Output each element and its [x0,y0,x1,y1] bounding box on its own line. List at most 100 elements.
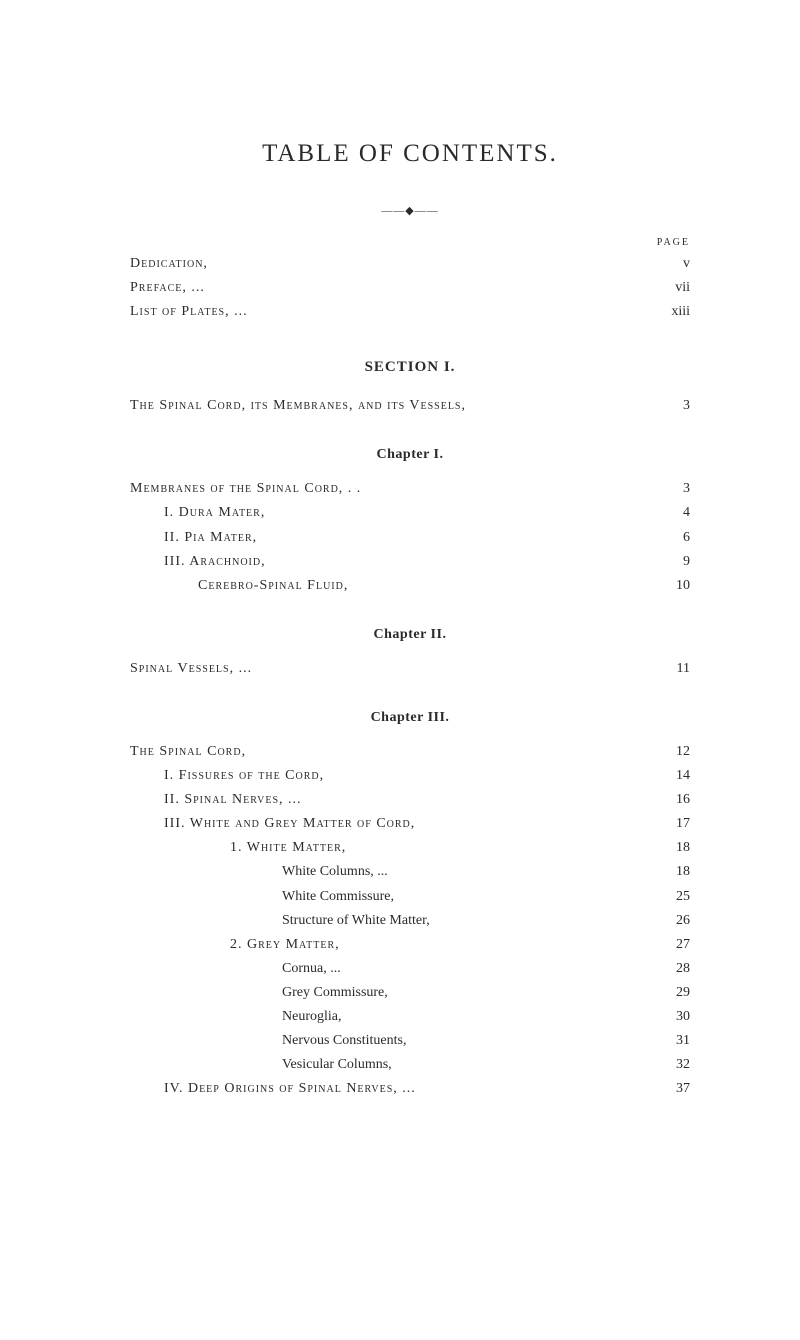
toc-entry-page: xiii [662,300,690,323]
front-matter-list: Dedication,vPreface, ...viiList of Plate… [130,252,690,323]
chapter-2-list: Spinal Vessels, ... 11 [130,657,690,680]
toc-entry: I. Dura Mater,4 [130,501,690,524]
toc-entry: Cerebro-Spinal Fluid, 10 [130,574,690,597]
toc-entry-label: 2. Grey Matter, [230,933,340,956]
toc-entry-label: Preface, ... [130,276,205,299]
toc-entry: IV. Deep Origins of Spinal Nerves, ... 37 [130,1077,690,1100]
page-column-label: PAGE [130,237,690,248]
divider-ornament: ——◆—— [130,204,690,217]
toc-entry: 2. Grey Matter, 27 [130,933,690,956]
toc-entry-page: 30 [662,1005,690,1028]
toc-entry: Preface, ... vii [130,276,690,299]
toc-entry-page: 4 [662,501,690,524]
toc-entry-label: Membranes of the Spinal Cord, . . [130,477,361,500]
toc-entry-label: Dedication, [130,252,208,275]
toc-entry-label: III. Arachnoid, [164,550,266,573]
toc-entry: Nervous Constituents,31 [130,1029,690,1052]
toc-leader-dots [424,1078,654,1092]
toc-entry-page: 37 [662,1077,690,1100]
section-heading: SECTION I. [130,359,690,376]
toc-entry-page: 16 [662,788,690,811]
toc-entry-page: 14 [662,764,690,787]
chapter-heading-2: Chapter II. [130,627,690,643]
toc-entry: 1. White Matter,18 [130,836,690,859]
toc-entry-label: Cornua, ... [282,957,341,980]
toc-entry-label: I. Fissures of the Cord, [164,764,324,787]
toc-entry-label: List of Plates, ... [130,300,248,323]
chapter-3-list: The Spinal Cord,12I. Fissures of the Cor… [130,740,690,1100]
toc-leader-dots [369,478,654,492]
toc-entry-page: 32 [662,1053,690,1076]
toc-entry-page: 12 [662,740,690,763]
toc-entry-label: 1. White Matter, [230,836,346,859]
toc-leader-dots [396,982,654,996]
chapter-1-list: Membranes of the Spinal Cord, . .3I. Dur… [130,477,690,596]
toc-entry-page: 10 [662,574,690,597]
toc-entry: Neuroglia, 30 [130,1005,690,1028]
toc-leader-dots [254,741,654,755]
toc-entry: III. Arachnoid, 9 [130,550,690,573]
toc-entry: I. Fissures of the Cord, 14 [130,764,690,787]
toc-leader-dots [349,1006,654,1020]
toc-leader-dots [438,910,654,924]
toc-entry-label: White Commissure, [282,885,394,908]
toc-entry: II. Pia Mater, 6 [130,526,690,549]
toc-entry: III. White and Grey Matter of Cord, 17 [130,812,690,835]
toc-entry: The Spinal Cord, 12 [130,740,690,763]
toc-entry: II. Spinal Nerves, ... 16 [130,788,690,811]
toc-leader-dots [414,1030,654,1044]
page-title: TABLE OF CONTENTS. [130,140,690,168]
toc-leader-dots [310,789,654,803]
toc-entry: White Columns, ... 18 [130,860,690,883]
toc-entry-label: II. Spinal Nerves, ... [164,788,302,811]
toc-entry-label: Spinal Vessels, ... [130,657,252,680]
toc-leader-dots [274,551,654,565]
toc-leader-dots [273,502,654,516]
toc-entry: Dedication, v [130,252,690,275]
toc-entry: Membranes of the Spinal Cord, . .3 [130,477,690,500]
section-intro-list: The Spinal Cord, its Membranes, and its … [130,394,690,417]
toc-leader-dots [356,575,654,589]
toc-entry-page: 27 [662,933,690,956]
toc-entry-label: White Columns, ... [282,860,388,883]
toc-entry-page: 6 [662,526,690,549]
toc-entry-label: The Spinal Cord, its Membranes, and its … [130,394,466,417]
toc-entry-page: 18 [662,860,690,883]
chapter-heading-1: Chapter I. [130,447,690,463]
toc-entry: The Spinal Cord, its Membranes, and its … [130,394,690,417]
toc-entry-label: IV. Deep Origins of Spinal Nerves, ... [164,1077,416,1100]
toc-entry: Grey Commissure, 29 [130,981,690,1004]
toc-entry-page: v [662,252,690,275]
toc-leader-dots [396,861,654,875]
toc-leader-dots [213,277,654,291]
toc-leader-dots [332,765,654,779]
toc-entry-label: Cerebro-Spinal Fluid, [198,574,348,597]
toc-entry-page: 11 [662,657,690,680]
toc-entry-label: Vesicular Columns, [282,1053,392,1076]
toc-leader-dots [400,1054,654,1068]
toc-entry: Structure of White Matter,26 [130,909,690,932]
toc-entry-label: The Spinal Cord, [130,740,246,763]
toc-leader-dots [402,886,654,900]
toc-entry-page: 28 [662,957,690,980]
toc-leader-dots [354,837,654,851]
toc-entry: List of Plates, ... xiii [130,300,690,323]
toc-leader-dots [423,813,654,827]
toc-entry-page: 17 [662,812,690,835]
toc-entry-page: 9 [662,550,690,573]
toc-entry-label: Structure of White Matter, [282,909,430,932]
toc-entry-label: II. Pia Mater, [164,526,257,549]
toc-entry-page: vii [662,276,690,299]
toc-entry-label: Neuroglia, [282,1005,341,1028]
toc-entry-page: 29 [662,981,690,1004]
toc-entry: Cornua, ... 28 [130,957,690,980]
toc-leader-dots [256,301,654,315]
toc-entry-label: III. White and Grey Matter of Cord, [164,812,415,835]
chapter-heading-3: Chapter III. [130,710,690,726]
toc-entry-page: 25 [662,885,690,908]
toc-entry: Vesicular Columns, 32 [130,1053,690,1076]
toc-leader-dots [265,527,654,541]
toc-leader-dots [349,958,654,972]
toc-entry-label: Nervous Constituents, [282,1029,406,1052]
toc-entry-label: Grey Commissure, [282,981,388,1004]
